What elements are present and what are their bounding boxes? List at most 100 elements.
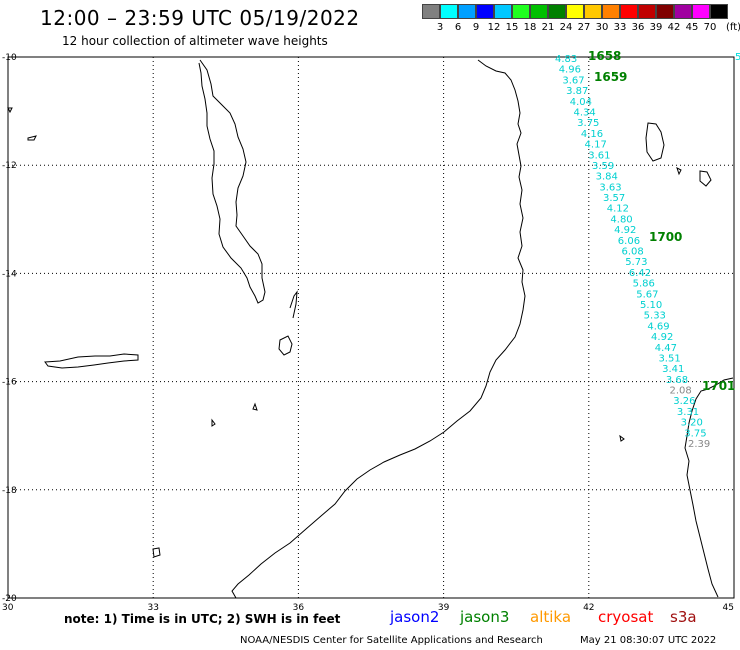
swh-value: 3.31 (677, 407, 699, 418)
legend-swatch (674, 4, 692, 19)
swh-value: 4.96 (559, 65, 581, 76)
swh-value: 3.41 (662, 364, 684, 375)
lake-bangweulu (44, 353, 139, 369)
satellite-label: cryosat (598, 608, 654, 626)
swh-value: 2.08 (670, 386, 692, 397)
swh-value: 4.80 (610, 214, 632, 225)
time-label: 1659 (594, 70, 627, 84)
footer-note: note: 1) Time is in UTC; 2) SWH is in fe… (64, 612, 341, 626)
legend-swatch (440, 4, 458, 19)
legend-tick-label: 45 (685, 22, 699, 33)
niassa-islet (252, 402, 258, 411)
legend-tick-label: 27 (577, 22, 591, 33)
legend-tick-label: 15 (505, 22, 519, 33)
swh-value: 3.63 (599, 182, 621, 193)
lon-label: 42 (583, 603, 594, 613)
satellite-label: jason2 (390, 608, 440, 626)
mayotte-islet (676, 167, 682, 176)
swh-value: 4.04 (570, 97, 592, 108)
legend-tick-label: 21 (541, 22, 555, 33)
legend-swatch (422, 4, 440, 19)
lat-label: -20 (2, 594, 17, 604)
map-title: 12:00 – 23:59 UTC 05/19/2022 (40, 6, 360, 30)
lat-label: -16 (2, 378, 17, 388)
legend-swatch (710, 4, 728, 19)
legend-swatch (476, 4, 494, 19)
lat-label: -10 (2, 53, 17, 63)
legend-swatch (584, 4, 602, 19)
legend-tick-label: 42 (667, 22, 681, 33)
comoros-small (699, 170, 712, 187)
legend-tick-label: 24 (559, 22, 573, 33)
swh-value: 3.68 (666, 375, 688, 386)
swh-value: 2.39 (688, 439, 710, 450)
comoros-main (645, 122, 665, 162)
timestamp-text: May 21 08:30:07 UTC 2022 (580, 635, 717, 646)
swh-value: 3.51 (658, 353, 680, 364)
legend-swatch (638, 4, 656, 19)
mahale-shore (289, 290, 298, 319)
swh-value: 4.92 (651, 332, 673, 343)
altimeter-track: 4.834.963.673.874.044.343.754.164.173.61… (555, 49, 735, 450)
swh-value: 6.42 (629, 268, 651, 279)
satellite-label: jason3 (460, 608, 510, 626)
legend-tick-label: 12 (487, 22, 501, 33)
legend-swatch (656, 4, 674, 19)
map-frame (7, 56, 735, 599)
islet-east (619, 434, 625, 442)
swh-value: 3.67 (562, 75, 584, 86)
lon-label: 33 (147, 603, 158, 613)
lon-label: 30 (2, 603, 14, 613)
legend-swatch (620, 4, 638, 19)
swh-value: 3.84 (596, 172, 618, 183)
swh-value: 3.75 (577, 118, 599, 129)
swh-value: 5.86 (633, 279, 655, 290)
swh-value: 5.73 (625, 257, 647, 268)
legend-swatch (530, 4, 548, 19)
legend-ticks: 3 6 9 12 15 18 21 24 27 30 33 36 39 42 45 70 (422, 22, 740, 34)
islet-west (211, 418, 216, 427)
satellite-label: s3a (670, 608, 697, 626)
hermit-islet (7, 107, 13, 114)
time-label: 1658 (588, 49, 621, 63)
legend-swatch (512, 4, 530, 19)
time-label: 1700 (649, 230, 682, 244)
satellite-label: altika (530, 608, 572, 626)
lake-malawi-coast (198, 59, 266, 304)
map-grid (8, 57, 734, 598)
coastlines (7, 59, 734, 599)
swh-value: 3.26 (673, 396, 695, 407)
swh-value: 3.59 (592, 161, 614, 172)
madagascar-coast (684, 377, 734, 598)
lat-label: -18 (2, 486, 17, 496)
legend-tick-label: 70 (703, 22, 717, 33)
swh-value: 3.57 (603, 193, 625, 204)
swh-value: 4.83 (555, 54, 577, 65)
lon-label: 45 (723, 603, 734, 613)
swh-value: 5.10 (640, 300, 662, 311)
longitude-labels: 30 33 36 39 42 45 (2, 603, 734, 613)
credit-text: NOAA/NESDIS Center for Satellite Applica… (240, 635, 543, 646)
lat-label: -12 (2, 161, 17, 171)
legend-tick-label: 39 (649, 22, 663, 33)
legend-tick-label: 9 (472, 22, 480, 33)
legend-swatch (602, 4, 620, 19)
swh-value: 3.75 (684, 428, 706, 439)
lat-label: -14 (2, 269, 17, 279)
latitude-labels: -10 -12 -14 -16 -18 -20 (2, 53, 17, 604)
legend-swatch (566, 4, 584, 19)
mozambique-coastline (231, 59, 526, 599)
legend-swatch (494, 4, 512, 19)
swh-value: 4.17 (585, 140, 607, 151)
legend-tick-label: 33 (613, 22, 627, 33)
map-subtitle: 12 hour collection of altimeter wave hei… (62, 34, 328, 48)
swh-value: 4.69 (647, 321, 669, 332)
legend-swatch (548, 4, 566, 19)
swh-value: 4.16 (581, 129, 603, 140)
swh-value: 3.20 (681, 418, 703, 429)
swh-value: 6.06 (618, 236, 640, 247)
swh-value: 3.61 (588, 150, 610, 161)
swh-value: 3.87 (566, 86, 588, 97)
legend-tick-label: 30 (595, 22, 609, 33)
time-label: 1701 (702, 379, 735, 393)
